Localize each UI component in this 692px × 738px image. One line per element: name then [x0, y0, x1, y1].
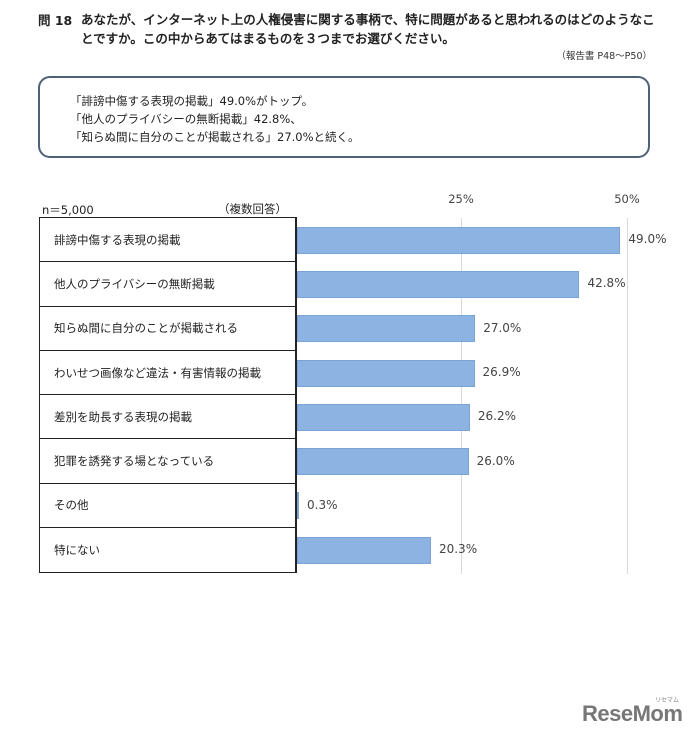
response-type-label: （複数回答）: [218, 202, 287, 216]
category-label: 他人のプライバシーの無断掲載: [40, 262, 295, 307]
bar: [297, 492, 299, 520]
bar: [297, 270, 580, 298]
category-label: 誹謗中傷する表現の掲載: [40, 218, 295, 263]
category-label: 差別を助長する表現の掲載: [40, 395, 295, 440]
question-number: 問 18: [38, 13, 73, 28]
sample-size-label: n＝5,000: [42, 203, 94, 217]
category-label: その他: [40, 484, 295, 529]
bar-value-label: 26.9%: [482, 365, 521, 380]
summary-box: 「誹謗中傷する表現の掲載」49.0%がトップ。 「他人のプライバシーの無断掲載」…: [38, 76, 650, 158]
axis-tick-50: 50%: [614, 192, 640, 206]
bar: [297, 315, 476, 343]
resemom-logo: ReseMom: [582, 701, 683, 726]
axis-tick-25: 25%: [448, 192, 474, 206]
gridline-25: [461, 218, 462, 574]
bar: [297, 403, 470, 431]
bar-value-label: 42.8%: [587, 276, 626, 291]
bar: [297, 359, 475, 387]
category-label: 知らぬ間に自分のことが掲載される: [40, 307, 295, 351]
summary-line: 「他人のプライバシーの無断掲載」42.8%、: [70, 112, 302, 126]
category-label: わいせつ画像など違法・有害情報の掲載: [40, 351, 295, 396]
category-label-table: 誹謗中傷する表現の掲載 他人のプライバシーの無断掲載 知らぬ間に自分のことが掲載され…: [39, 217, 297, 574]
question-text: あなたが、インターネット上の人権侵害に関する事柄で、特に問題があると思われるのは…: [81, 12, 655, 46]
resemom-logo-ruby: リセマム: [655, 697, 680, 704]
bar-value-label: 26.2%: [477, 409, 517, 424]
bar: [297, 226, 621, 254]
category-label: 犯罪を誘発する場となっている: [40, 439, 295, 484]
bar: [297, 448, 469, 476]
bar-value-label: 0.3%: [307, 497, 338, 512]
summary-line: 「知らぬ間に自分のことが掲載される」27.0%と続く。: [70, 130, 360, 144]
summary-line: 「誹謗中傷する表現の掲載」49.0%がトップ。: [70, 94, 314, 108]
bar-value-label: 26.0%: [476, 453, 515, 468]
bar-value-label: 20.3%: [438, 542, 478, 557]
bar: [297, 536, 431, 564]
bar-value-label: 49.0%: [628, 232, 667, 247]
category-label: 特にない: [54, 543, 100, 558]
gridline-50: [627, 218, 628, 574]
bar-value-label: 27.0%: [483, 320, 522, 335]
report-reference: （報告書 P48～P50）: [556, 51, 652, 62]
